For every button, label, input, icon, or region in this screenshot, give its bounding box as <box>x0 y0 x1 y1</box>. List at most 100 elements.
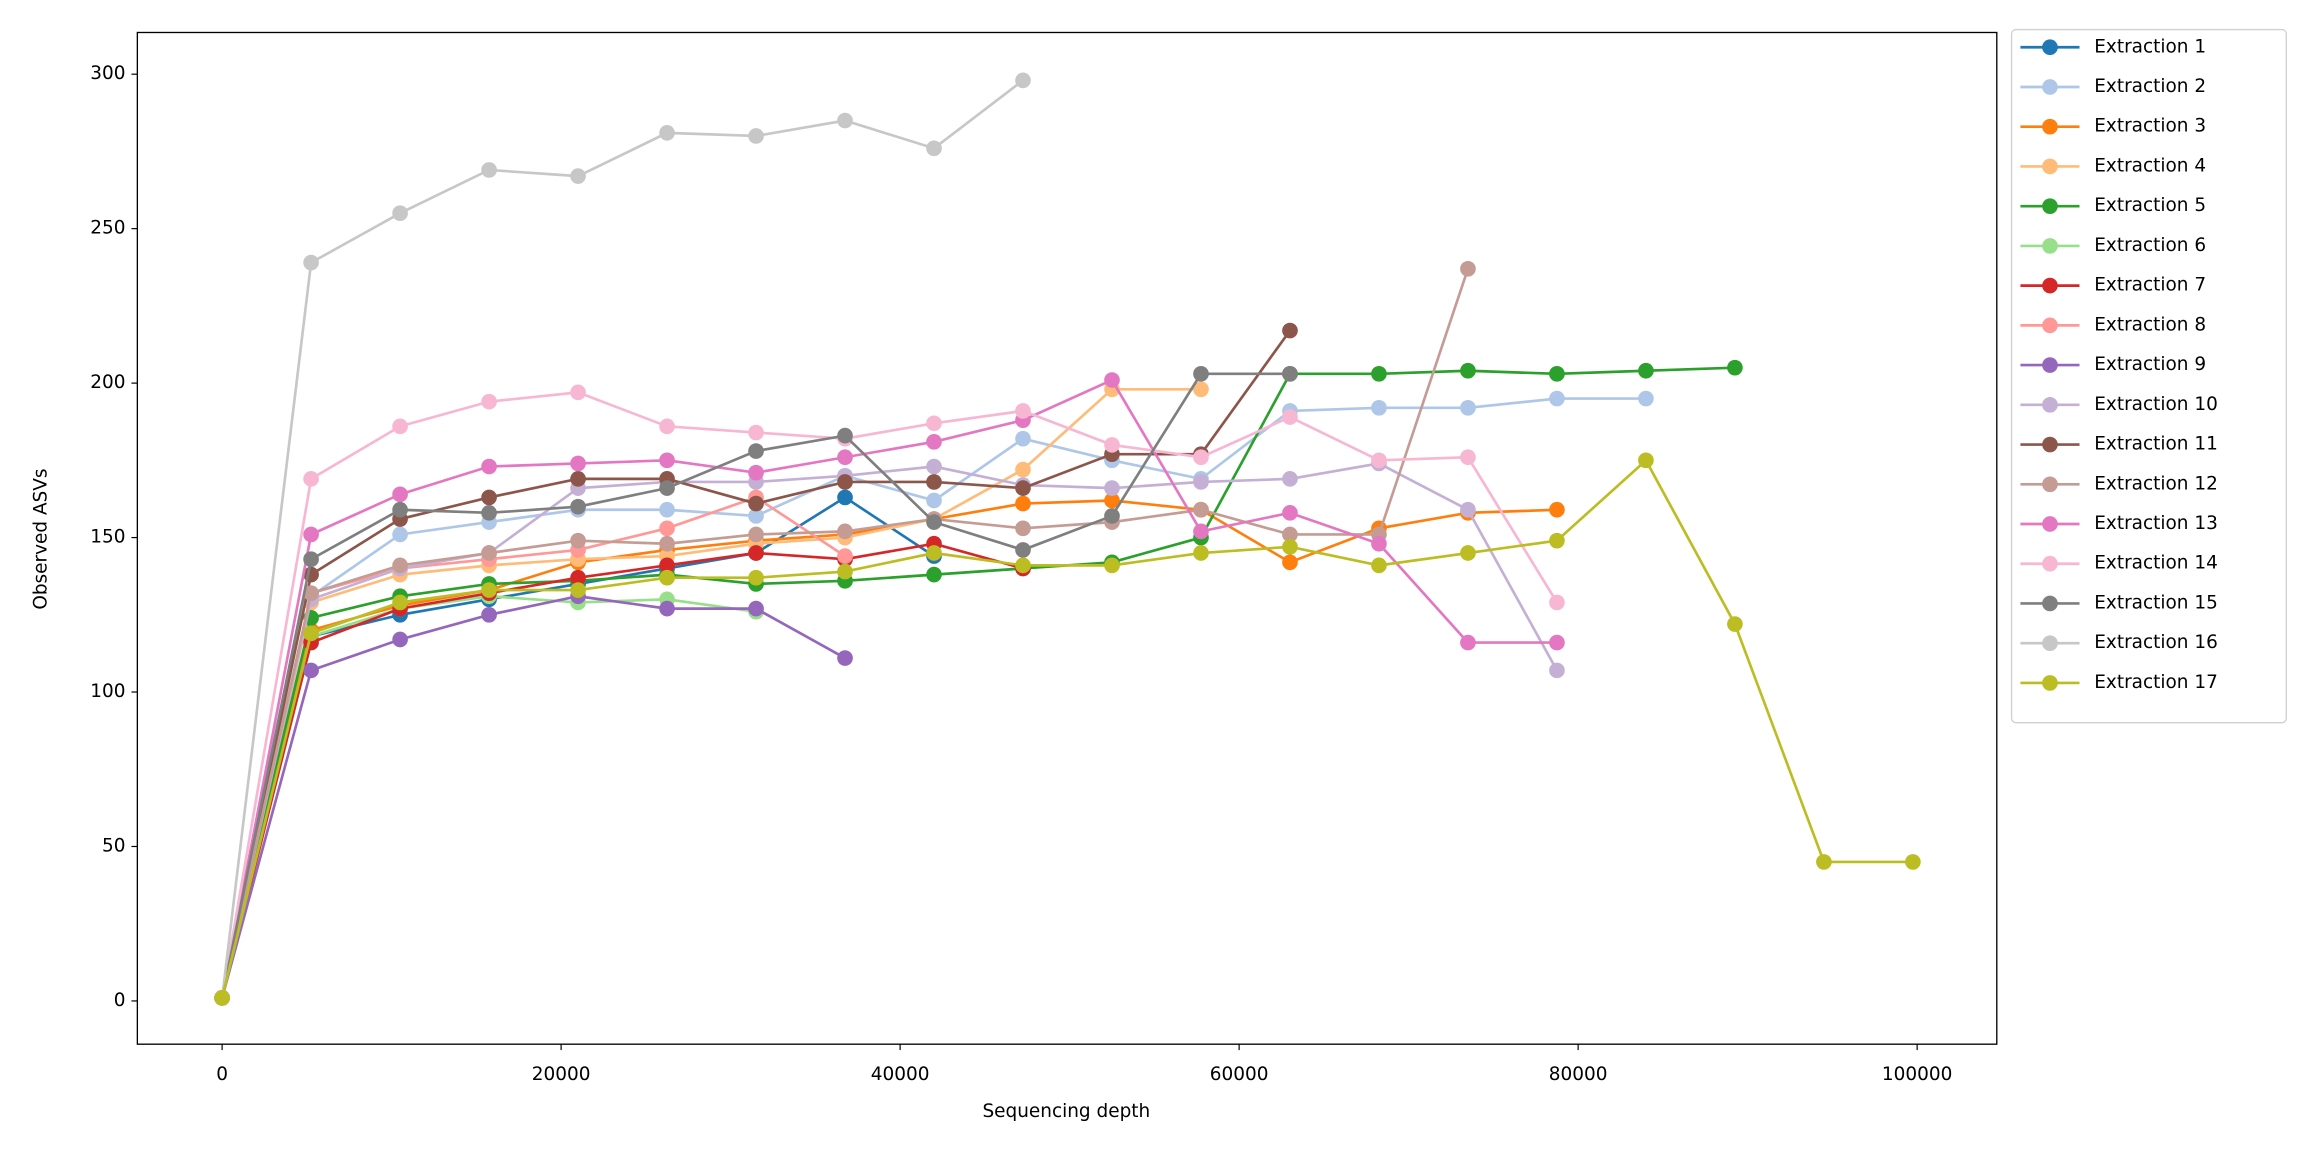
legend-frame <box>2010 28 2287 724</box>
legend-marker <box>2042 555 2058 572</box>
data-point <box>659 480 675 496</box>
data-point <box>1549 662 1565 679</box>
legend-label: Extraction 3 <box>2094 116 2206 137</box>
data-point <box>1371 535 1387 552</box>
data-point <box>392 557 408 574</box>
y-tick-label: 50 <box>102 835 125 856</box>
data-point <box>837 563 853 580</box>
data-point <box>1371 366 1387 382</box>
legend-label: Extraction 15 <box>2094 592 2218 613</box>
data-point <box>1549 366 1565 382</box>
legend-marker <box>2042 317 2058 334</box>
legend: Extraction 1 Extraction 2 Extraction 3 Extr… <box>2010 28 2287 724</box>
data-point <box>926 545 942 561</box>
data-point <box>659 418 675 435</box>
data-point <box>214 990 230 1006</box>
data-point <box>392 526 408 543</box>
data-point <box>748 464 764 481</box>
data-point <box>481 393 497 410</box>
legend-label: Extraction 7 <box>2094 275 2206 296</box>
data-point <box>659 125 675 141</box>
data-point <box>303 471 319 487</box>
data-point <box>837 548 853 564</box>
legend-label: Extraction 12 <box>2094 473 2218 494</box>
data-point <box>1638 362 1654 379</box>
data-point <box>1638 452 1654 469</box>
data-point <box>1282 554 1298 571</box>
series-line <box>220 458 1913 999</box>
data-point <box>1015 495 1031 512</box>
data-point <box>1282 505 1298 521</box>
legend-marker <box>2042 595 2058 612</box>
data-point <box>748 569 764 586</box>
data-point <box>481 545 497 561</box>
legend-marker <box>2042 476 2058 493</box>
data-point <box>1549 594 1565 611</box>
x-tick-label: 60000 <box>1210 1064 1269 1085</box>
y-axis-label: Observed ASVs <box>30 468 51 609</box>
data-point <box>481 162 497 178</box>
data-point <box>748 600 764 617</box>
data-point <box>837 427 853 444</box>
data-point <box>926 566 942 583</box>
data-point <box>392 501 408 518</box>
series-line <box>220 366 1735 999</box>
legend-marker <box>2042 238 2058 254</box>
data-point <box>1015 557 1031 574</box>
data-point <box>392 205 408 222</box>
data-point <box>1460 260 1476 277</box>
x-tick-label: 80000 <box>1549 1064 1608 1085</box>
data-point <box>570 384 586 401</box>
data-point <box>1549 390 1565 407</box>
data-point <box>1460 362 1476 379</box>
data-point <box>1104 492 1120 509</box>
data-point <box>1638 390 1654 407</box>
data-point <box>837 650 853 666</box>
data-point <box>1460 545 1476 561</box>
legend-label: Extraction 10 <box>2094 394 2218 415</box>
data-point <box>1015 72 1031 89</box>
y-tick-label: 300 <box>90 63 125 84</box>
data-point <box>1015 480 1031 496</box>
plot-frame <box>136 31 1998 1045</box>
data-point <box>926 492 942 509</box>
data-point <box>392 418 408 435</box>
y-tick-label: 250 <box>90 218 125 239</box>
data-point <box>1282 471 1298 487</box>
data-point <box>1460 449 1476 466</box>
data-point <box>1282 366 1298 382</box>
data-point <box>1816 854 1832 870</box>
data-point <box>926 474 942 490</box>
data-point <box>570 471 586 487</box>
x-tick-label: 20000 <box>532 1064 591 1085</box>
data-point <box>926 140 942 157</box>
data-point <box>1282 526 1298 543</box>
legend-label: Extraction 8 <box>2094 314 2206 335</box>
data-point <box>1104 372 1120 388</box>
data-point <box>1282 322 1298 339</box>
legend-marker <box>2042 198 2058 215</box>
data-point <box>748 545 764 561</box>
data-point <box>1015 403 1031 419</box>
data-point <box>392 486 408 503</box>
series-line <box>220 391 1559 999</box>
data-point <box>1460 634 1476 651</box>
x-tick-label: 40000 <box>871 1064 930 1085</box>
data-point <box>570 569 586 586</box>
legend-label: Extraction 17 <box>2094 672 2218 693</box>
series-line <box>220 462 1559 999</box>
series-line <box>220 542 1024 999</box>
legend-marker <box>2042 118 2058 135</box>
data-point <box>659 520 675 537</box>
legend-marker <box>2042 79 2058 95</box>
y-tick-label: 100 <box>90 681 125 702</box>
data-point <box>1104 557 1120 574</box>
legend-marker <box>2042 516 2058 532</box>
data-point <box>303 662 319 679</box>
legend-label: Extraction 5 <box>2094 195 2206 216</box>
data-point <box>392 631 408 648</box>
y-tick-label: 200 <box>90 372 125 393</box>
y-tick-label: 150 <box>90 527 125 548</box>
data-point <box>481 458 497 475</box>
data-point <box>659 535 675 552</box>
